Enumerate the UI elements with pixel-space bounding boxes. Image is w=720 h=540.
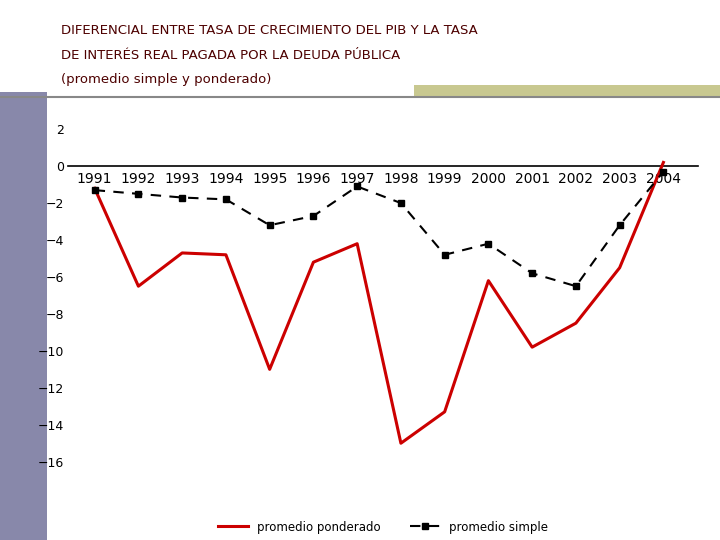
Text: DIFERENCIAL ENTRE TASA DE CRECIMIENTO DEL PIB Y LA TASA: DIFERENCIAL ENTRE TASA DE CRECIMIENTO DE… [61,24,478,37]
Text: DE INTERÉS REAL PAGADA POR LA DEUDA PÚBLICA: DE INTERÉS REAL PAGADA POR LA DEUDA PÚBL… [61,49,400,62]
Legend: promedio ponderado, promedio simple: promedio ponderado, promedio simple [214,516,553,538]
Text: (promedio simple y ponderado): (promedio simple y ponderado) [61,73,271,86]
